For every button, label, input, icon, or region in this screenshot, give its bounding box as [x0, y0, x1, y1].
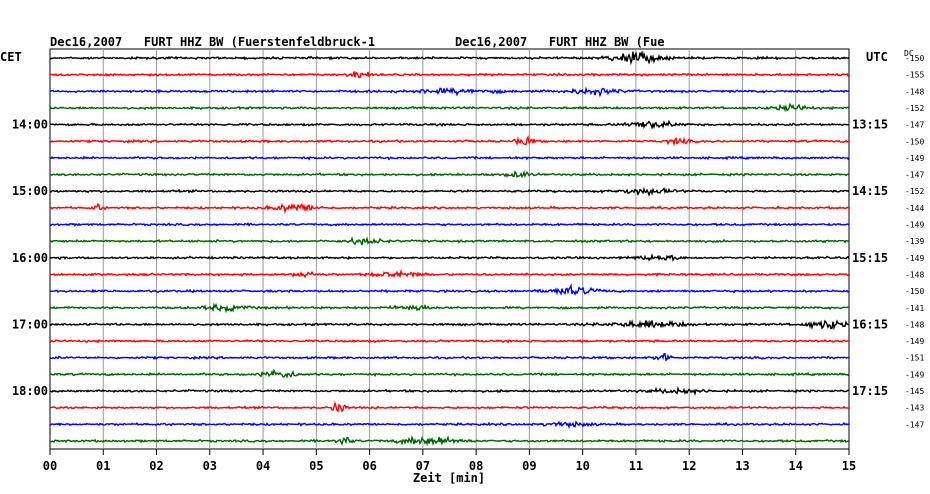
- dc-offset-label: -149: [905, 221, 924, 230]
- trace-row: [49, 186, 850, 197]
- utc-time-labels: 13:15 14:15 15:15 16:15 17:15: [852, 118, 888, 398]
- trace-row: [49, 352, 850, 362]
- dc-offset-label: -152: [905, 104, 924, 113]
- x-tick-label: 13: [735, 459, 749, 473]
- trace-row: [49, 50, 850, 66]
- plot-frame: [49, 48, 850, 450]
- dc-offset-label: -139: [905, 237, 924, 246]
- right-axis-label: UTC: [866, 50, 888, 64]
- x-tick-label: 12: [682, 459, 696, 473]
- header-title-right: Dec16,2007 FURT HHZ BW (Fue: [455, 35, 665, 49]
- x-tick-label: 01: [96, 459, 110, 473]
- x-axis-ticks: 00 01 02 03 04 05 06 07 08 09 10 11 12 13 14 15: [43, 449, 856, 473]
- dc-offset-label: -155: [905, 71, 924, 80]
- utc-time-label: 16:15: [852, 317, 888, 331]
- x-tick-label: 00: [43, 459, 57, 473]
- seismic-traces: [49, 50, 850, 447]
- x-tick-label: 10: [575, 459, 589, 473]
- dc-offset-label: -149: [905, 154, 924, 163]
- trace-row: [49, 236, 850, 246]
- x-tick-label: 02: [149, 459, 163, 473]
- x-tick-label: 14: [789, 459, 803, 473]
- dc-offset-label: -148: [905, 270, 924, 279]
- cet-time-labels: 14:00 15:00 16:00 17:00 18:00: [12, 118, 48, 398]
- trace-row: [49, 119, 850, 130]
- x-tick-label: 06: [362, 459, 376, 473]
- x-tick-label: 15: [842, 459, 856, 473]
- trace-row: [49, 268, 850, 279]
- dc-offset-label: -147: [905, 420, 924, 429]
- utc-time-label: 15:15: [852, 251, 888, 265]
- trace-row: [49, 319, 850, 331]
- trace-row: [49, 86, 850, 98]
- cet-time-label: 15:00: [12, 184, 48, 198]
- dc-offset-label: -148: [905, 320, 924, 329]
- minute-gridlines: [102, 49, 797, 449]
- dc-offset-label: -147: [905, 121, 924, 130]
- dc-offset-labels: -150 -155 -148 -152 -147 -150 -149 -147 -152 -144…: [905, 54, 924, 429]
- trace-row: [49, 221, 850, 227]
- utc-time-label: 14:15: [852, 184, 888, 198]
- cet-time-label: 18:00: [12, 384, 48, 398]
- dc-offset-label: -150: [905, 137, 924, 146]
- trace-row: [49, 400, 850, 413]
- left-axis-label: CET: [0, 50, 22, 64]
- x-tick-label: 11: [629, 459, 643, 473]
- dc-offset-label: -152: [905, 187, 924, 196]
- dc-offset-label: -141: [905, 304, 924, 313]
- x-tick-label: 03: [203, 459, 217, 473]
- trace-row: [49, 155, 850, 161]
- trace-row: [49, 434, 850, 447]
- trace-row: [49, 70, 850, 79]
- dc-offset-label: -149: [905, 370, 924, 379]
- cet-time-label: 17:00: [12, 317, 48, 331]
- dc-offset-label: -150: [905, 287, 924, 296]
- trace-row: [49, 420, 850, 430]
- dc-offset-label: -150: [905, 54, 924, 63]
- x-tick-label: 08: [469, 459, 483, 473]
- utc-time-label: 13:15: [852, 118, 888, 132]
- trace-row: [49, 169, 850, 179]
- dc-offset-label: -143: [905, 404, 924, 413]
- dc-offset-label: -144: [905, 204, 924, 213]
- trace-row: [49, 302, 850, 314]
- utc-time-label: 17:15: [852, 384, 888, 398]
- dc-offset-label: -149: [905, 254, 924, 263]
- x-tick-label: 05: [309, 459, 323, 473]
- dc-offset-label: -147: [905, 171, 924, 180]
- trace-row: [49, 386, 850, 396]
- header-title-left: Dec16,2007 FURT HHZ BW (Fuerstenfeldbruc…: [50, 35, 375, 49]
- trace-row: [49, 202, 850, 215]
- trace-row: [49, 252, 850, 262]
- x-tick-label: 09: [522, 459, 536, 473]
- dc-offset-label: -149: [905, 337, 924, 346]
- dc-offset-label: -145: [905, 387, 924, 396]
- x-tick-label: 07: [416, 459, 430, 473]
- dc-offset-label: -151: [905, 354, 924, 363]
- dc-offset-label: -148: [905, 87, 924, 96]
- trace-row: [49, 338, 850, 344]
- dc-label: DC: [904, 49, 914, 58]
- x-axis-title: Zeit [min]: [413, 471, 485, 485]
- trace-row: [49, 135, 850, 147]
- cet-time-label: 14:00: [12, 118, 48, 132]
- cet-time-label: 16:00: [12, 251, 48, 265]
- trace-row: [49, 283, 850, 296]
- trace-row: [49, 102, 850, 113]
- trace-row: [49, 368, 850, 379]
- x-tick-label: 04: [256, 459, 270, 473]
